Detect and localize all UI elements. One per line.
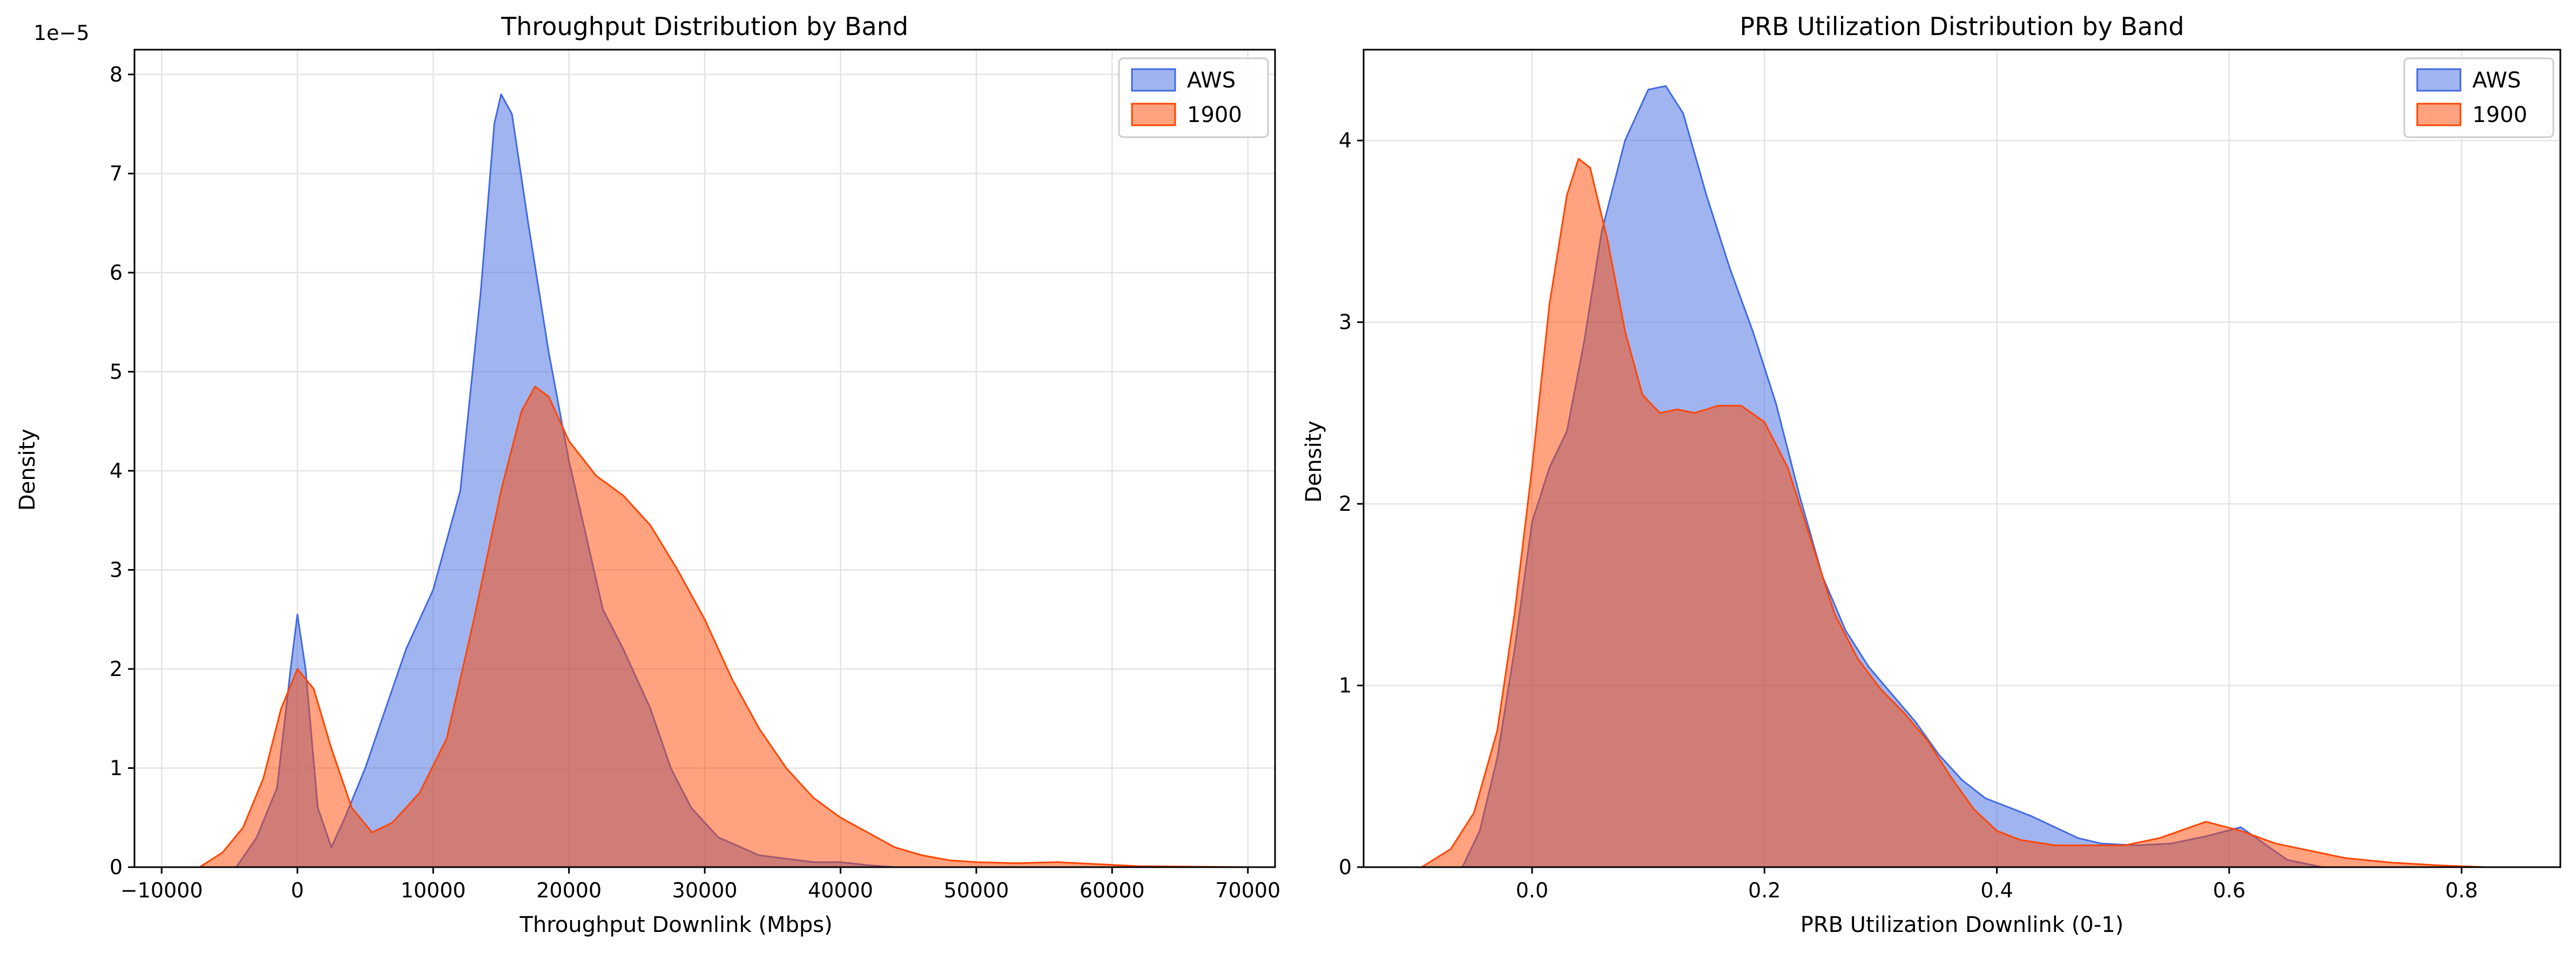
chart-title: PRB Utilization Distribution by Band (1739, 12, 2184, 41)
y-tick-label: 2 (110, 657, 123, 681)
chart-title: Throughput Distribution by Band (501, 12, 908, 41)
x-tick-label: 60000 (1080, 878, 1145, 902)
legend-label-1900: 1900 (1187, 103, 1242, 127)
density-line-1900 (1421, 158, 2485, 868)
legend-swatch-aws (2416, 68, 2462, 92)
legend-label-1900: 1900 (2472, 103, 2527, 127)
density-line-1900 (199, 386, 1248, 868)
y-tick-label: 3 (1339, 310, 1352, 334)
y-axis-label: Density (15, 429, 40, 511)
x-tick-label: 40000 (808, 878, 873, 902)
y-tick-label: 0 (110, 855, 123, 879)
x-axis-label: Throughput Downlink (Mbps) (519, 913, 832, 937)
x-tick-label: 70000 (1215, 878, 1280, 902)
legend-swatch-1900 (1131, 103, 1176, 126)
density-areas (199, 93, 1248, 868)
prb-utilization-panel: 0.0 0.2 0.4 0.6 0.8 0 1 2 3 4 PRB Utilization Di… (1302, 12, 2561, 937)
x-tick-label: 0 (291, 878, 304, 902)
plot-frame (1363, 49, 2561, 868)
y-axis-offset-label: 1e−5 (33, 21, 90, 45)
y-tick-label: 2 (1339, 492, 1352, 516)
x-tick-label: 0.0 (1516, 878, 1548, 902)
x-tick-label: −10000 (120, 878, 203, 902)
throughput-panel: −10000 0 10000 20000 30000 40000 50000 60000 700… (15, 12, 1280, 937)
density-areas (1421, 85, 2485, 868)
x-tick-label: 0.8 (2445, 878, 2478, 902)
x-tick-label: 10000 (401, 878, 466, 902)
y-axis-label: Density (1302, 421, 1326, 503)
y-tick-label: 1 (110, 756, 123, 780)
y-tick-label: 4 (110, 459, 123, 483)
density-area-1900 (199, 387, 1248, 867)
y-tick-label: 3 (110, 558, 123, 582)
legend-label-aws: AWS (2472, 68, 2521, 93)
x-tick-label: 0.2 (1748, 878, 1781, 902)
y-tick-label: 8 (110, 63, 123, 86)
x-tick-label: 0.4 (1980, 878, 2013, 902)
legend-swatch-aws (1131, 68, 1176, 92)
y-tick-label: 0 (1339, 855, 1352, 879)
y-tick-label: 7 (110, 161, 123, 185)
x-axis-ticks: −10000 0 10000 20000 30000 40000 50000 60000 700… (120, 867, 1280, 902)
y-tick-label: 5 (110, 360, 123, 383)
x-tick-label: 20000 (536, 878, 602, 902)
y-tick-label: 4 (1339, 129, 1352, 152)
legend: AWS 1900 (2403, 57, 2554, 138)
x-axis-label: PRB Utilization Downlink (0-1) (1800, 913, 2124, 937)
legend: AWS 1900 (1118, 57, 1269, 138)
y-tick-label: 1 (1339, 674, 1352, 698)
y-axis-ticks: 0 1 2 3 4 5 6 7 8 (110, 63, 134, 879)
legend-label-aws: AWS (1187, 68, 1236, 93)
y-axis-ticks: 0 1 2 3 4 (1339, 129, 1364, 879)
x-tick-label: 50000 (943, 878, 1009, 902)
legend-swatch-1900 (2416, 103, 2462, 126)
y-tick-label: 6 (110, 261, 123, 285)
x-tick-label: 0.6 (2213, 878, 2245, 902)
x-tick-label: 30000 (672, 878, 738, 902)
density-area-1900 (1421, 158, 2485, 867)
x-axis-ticks: 0.0 0.2 0.4 0.6 0.8 (1516, 867, 2478, 902)
